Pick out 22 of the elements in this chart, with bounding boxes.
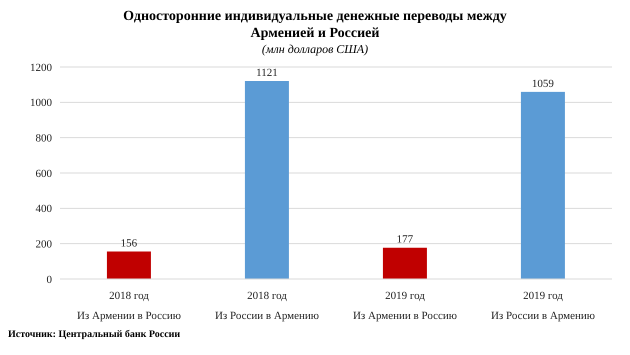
x-tick-label: 2019 год Из Армении в Россию xyxy=(352,290,458,322)
bar xyxy=(382,248,427,279)
x-tick-label: 2018 год Из Армении в Россию xyxy=(76,290,182,322)
data-label: 156 xyxy=(120,237,138,250)
chart-title: Односторонние индивидуальные денежные переводы между Арменией и Россией xyxy=(122,8,508,42)
chart-subtitle: (млн долларов США) xyxy=(260,42,370,57)
y-tick-label: 800 xyxy=(36,132,52,145)
bar xyxy=(244,80,289,279)
y-tick-label: 1200 xyxy=(30,62,52,74)
y-tick-label: 400 xyxy=(36,203,52,216)
data-label: 1059 xyxy=(532,78,554,90)
text: Источник: Центральный банк России xyxy=(8,329,182,341)
x-tick-label: 2018 год Из России в Армению xyxy=(214,290,320,322)
data-label: 177 xyxy=(396,234,414,246)
bar xyxy=(520,92,565,279)
y-tick-label: 200 xyxy=(36,238,52,251)
y-tick-label: 600 xyxy=(36,168,52,180)
y-tick-label: 1000 xyxy=(30,97,52,110)
bar xyxy=(106,251,151,279)
y-tick-label: 0 xyxy=(46,274,52,286)
data-label: 1121 xyxy=(256,66,278,79)
x-tick-label: 2019 год Из России в Армению xyxy=(490,290,596,322)
